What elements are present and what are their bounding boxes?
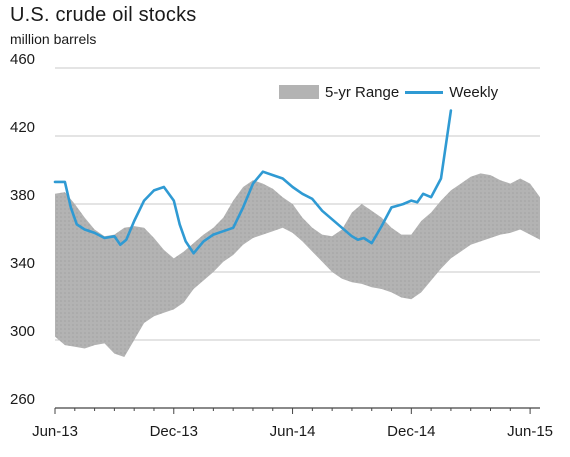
y-tick-label: 260 — [10, 391, 35, 408]
chart-title: U.S. crude oil stocks — [10, 4, 197, 26]
chart-subtitle: million barrels — [10, 31, 97, 47]
legend: 5-yr Range Weekly — [279, 82, 498, 102]
legend-label-weekly: Weekly — [449, 83, 499, 101]
x-tick-label: Jun-14 — [270, 423, 316, 440]
y-tick-label: 380 — [10, 187, 35, 204]
legend-swatch-weekly — [405, 90, 444, 94]
x-tick-label: Jun-15 — [507, 423, 553, 440]
y-tick-label: 340 — [10, 255, 35, 272]
legend-swatch-range — [279, 85, 319, 99]
range-band — [55, 173, 540, 357]
y-tick-label: 460 — [10, 51, 35, 68]
y-tick-label: 300 — [10, 323, 35, 340]
x-tick-label: Jun-13 — [32, 423, 78, 440]
x-tick-label: Dec-14 — [387, 423, 435, 440]
x-tick-label: Dec-13 — [150, 423, 198, 440]
legend-label-range: 5-yr Range — [325, 83, 400, 101]
y-tick-label: 420 — [10, 119, 35, 136]
series-line-weekly — [53, 109, 453, 255]
